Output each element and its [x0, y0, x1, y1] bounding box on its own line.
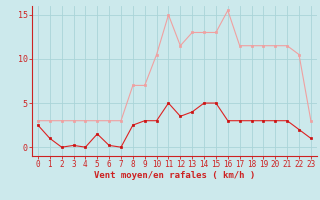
X-axis label: Vent moyen/en rafales ( km/h ): Vent moyen/en rafales ( km/h ): [94, 171, 255, 180]
